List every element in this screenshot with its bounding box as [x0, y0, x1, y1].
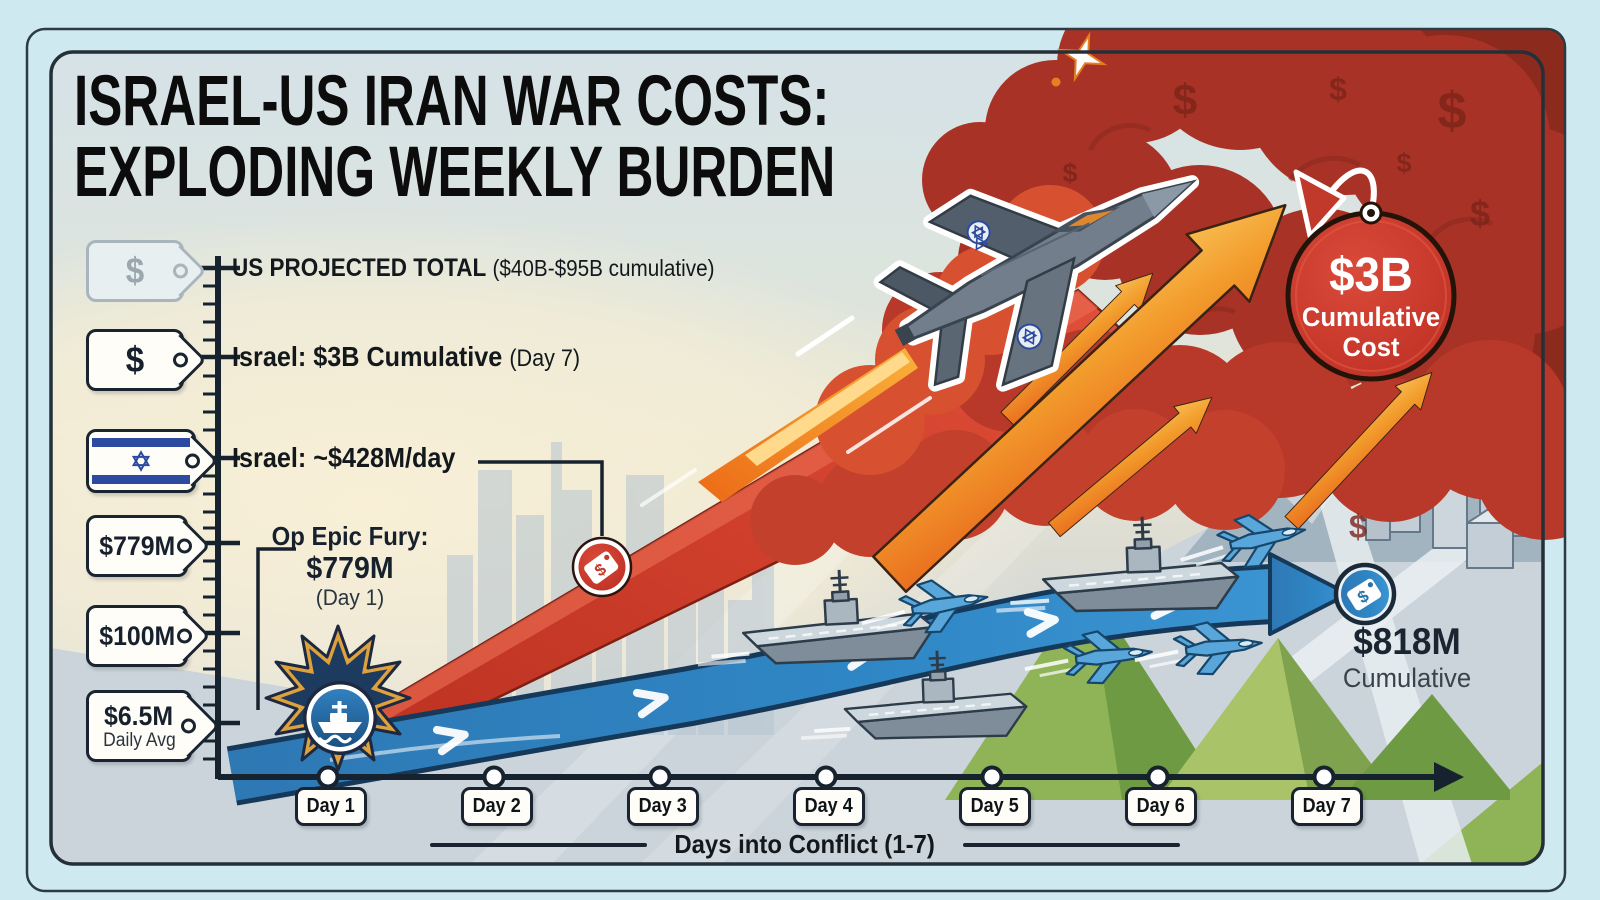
- tag-daily-avg: $6.5M Daily Avg: [86, 690, 221, 762]
- page-title: ISRAEL-US IRAN WAR COSTS: EXPLODING WEEK…: [74, 66, 835, 208]
- divider: [962, 842, 1181, 847]
- price-tag-icon-red: $: [571, 536, 633, 598]
- israel-roundel-icon: [966, 220, 1043, 350]
- op-epic-fury-callout: Op Epic Fury: $779M (Day 1): [271, 521, 429, 610]
- inner-frame: [49, 50, 1545, 866]
- label-israel-cumulative: Israel: $3B Cumulative (Day 7): [232, 341, 581, 372]
- tag-israel-cumulative: $: [86, 329, 207, 391]
- outer-frame: [25, 27, 1567, 893]
- badge-text: $3B Cumulative Cost: [1301, 249, 1441, 363]
- svg-text:$: $: [1470, 193, 1490, 234]
- tag-779m: $779M: [86, 515, 211, 577]
- svg-text:$: $: [1438, 82, 1467, 140]
- day-label-3: Day 3: [627, 787, 699, 826]
- svg-text:$: $: [1062, 158, 1077, 188]
- jet-flame: [640, 315, 932, 507]
- day-markers: [316, 765, 1336, 789]
- title-line-2: EXPLODING WEEKLY BURDEN: [74, 133, 836, 212]
- day-label-4: Day 4: [793, 787, 865, 826]
- day1-explosion-starburst: [264, 624, 412, 772]
- svg-text:$: $: [1173, 76, 1197, 125]
- israeli-fighter-jet-icon: [873, 175, 1200, 392]
- label-israel-daily: Israel: ~$428M/day: [232, 442, 456, 473]
- svg-text:$: $: [1396, 148, 1411, 178]
- divider: [430, 842, 648, 847]
- israel-flag-icon: [89, 432, 193, 490]
- day-label-7: Day 7: [1291, 787, 1363, 826]
- tag-israel-flag: [86, 429, 219, 493]
- leader-lines: [256, 460, 604, 710]
- tag-us-projected: $: [86, 240, 207, 302]
- dollar-icon: $: [125, 339, 145, 380]
- us-total-label: $818M Cumulative: [1342, 621, 1472, 694]
- cumulative-cost-badge: [1285, 167, 1457, 382]
- svg-text:$: $: [1349, 508, 1367, 545]
- day-label-5: Day 5: [959, 787, 1031, 826]
- day-label-2: Day 2: [461, 787, 533, 826]
- svg-text:$: $: [1329, 71, 1347, 107]
- label-us-projected: US PROJECTED TOTAL ($40B-$95B cumulative…: [232, 254, 715, 282]
- day-label-6: Day 6: [1125, 787, 1197, 826]
- price-tag-icon-blue: $: [1333, 562, 1397, 626]
- title-line-1: ISRAEL-US IRAN WAR COSTS:: [74, 62, 830, 141]
- dollar-icon: $: [125, 250, 145, 291]
- tag-100m: $100M: [86, 605, 211, 667]
- day-label-1: Day 1: [295, 787, 367, 826]
- x-axis-title: Days into Conflict (1-7): [430, 829, 1181, 860]
- warship-icon: [318, 701, 362, 744]
